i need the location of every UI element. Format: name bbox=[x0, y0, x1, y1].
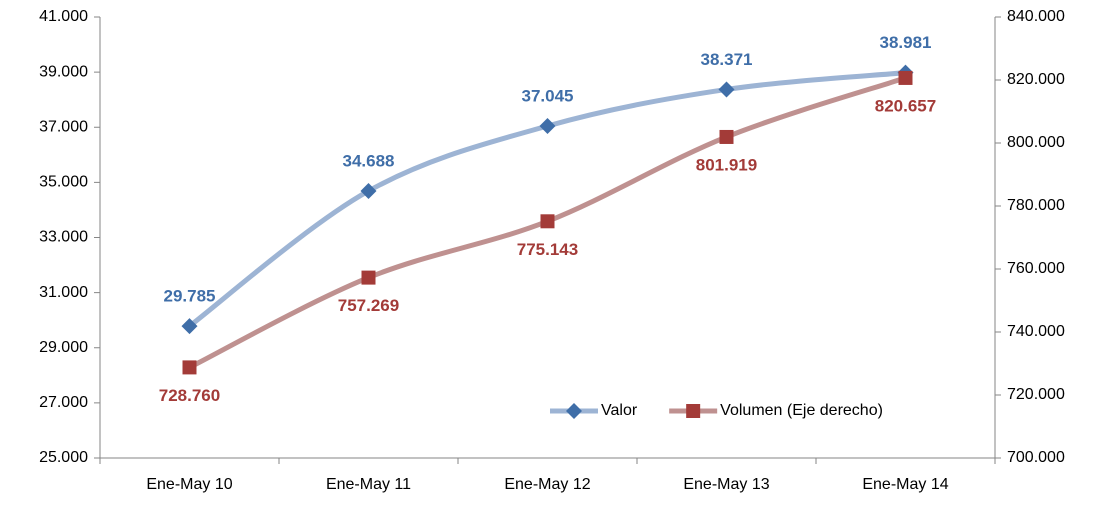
data-label: 34.688 bbox=[343, 151, 395, 170]
data-point bbox=[540, 214, 555, 229]
data-label: 757.269 bbox=[338, 296, 399, 315]
y-tick-label: 25.000 bbox=[39, 449, 88, 466]
y2-tick-label: 740.000 bbox=[1007, 323, 1065, 340]
y-tick-label: 37.000 bbox=[39, 118, 88, 135]
data-label: 728.760 bbox=[159, 386, 220, 405]
y2-tick-label: 820.000 bbox=[1007, 71, 1065, 88]
data-label: 775.143 bbox=[517, 240, 578, 259]
legend-marker bbox=[566, 403, 582, 419]
y2-tick-label: 700.000 bbox=[1007, 449, 1065, 466]
data-point bbox=[718, 81, 735, 98]
data-label: 29.785 bbox=[164, 287, 216, 306]
y2-tick-label: 720.000 bbox=[1007, 386, 1065, 403]
y2-tick-label: 780.000 bbox=[1007, 197, 1065, 214]
y2-tick-label: 760.000 bbox=[1007, 260, 1065, 277]
data-point bbox=[182, 360, 197, 375]
data-label: 38.981 bbox=[880, 33, 932, 52]
x-tick-label: Ene-May 11 bbox=[326, 476, 411, 493]
y-tick-label: 39.000 bbox=[39, 63, 88, 80]
legend-label: Valor bbox=[601, 402, 638, 419]
data-point bbox=[539, 118, 556, 135]
x-tick-label: Ene-May 10 bbox=[146, 476, 232, 493]
y2-tick-label: 840.000 bbox=[1007, 8, 1065, 25]
y-tick-label: 35.000 bbox=[39, 174, 88, 191]
y-tick-label: 27.000 bbox=[39, 394, 88, 411]
y-tick-label: 31.000 bbox=[39, 284, 88, 301]
x-tick-label: Ene-May 12 bbox=[504, 476, 590, 493]
data-label: 37.045 bbox=[522, 86, 574, 105]
y2-tick-label: 800.000 bbox=[1007, 134, 1065, 151]
data-label: 38.371 bbox=[701, 50, 753, 69]
data-point bbox=[361, 270, 376, 285]
y-tick-label: 41.000 bbox=[39, 8, 88, 25]
data-point bbox=[181, 318, 198, 335]
x-tick-label: Ene-May 13 bbox=[683, 476, 769, 493]
data-label: 801.919 bbox=[696, 155, 757, 174]
legend-label: Volumen (Eje derecho) bbox=[720, 402, 883, 419]
legend-marker bbox=[686, 404, 701, 418]
data-point bbox=[719, 129, 734, 144]
y-tick-label: 33.000 bbox=[39, 229, 88, 246]
y-tick-label: 29.000 bbox=[39, 339, 88, 356]
x-tick-label: Ene-May 14 bbox=[862, 476, 948, 493]
data-point bbox=[898, 70, 913, 85]
data-point bbox=[360, 182, 377, 199]
data-label: 820.657 bbox=[875, 96, 936, 115]
